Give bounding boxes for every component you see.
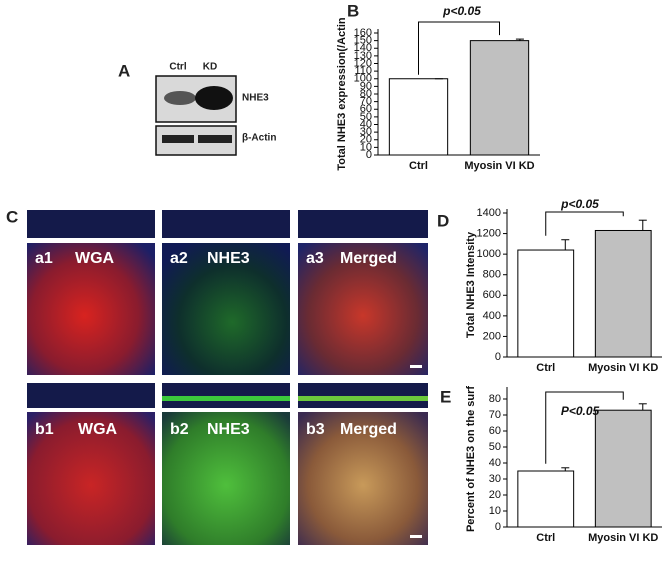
y-tick-label: 200 bbox=[483, 330, 501, 342]
y-tick-label: 50 bbox=[489, 441, 501, 453]
y-tick-label: 80 bbox=[489, 393, 501, 405]
y-tick-label: 10 bbox=[360, 141, 372, 153]
scale-bar bbox=[410, 535, 422, 538]
y-tick-label: 130 bbox=[354, 50, 372, 62]
significance-bracket bbox=[418, 21, 500, 75]
micrographs bbox=[27, 210, 428, 545]
annotation: P<0.05 bbox=[561, 404, 600, 418]
zstack-band bbox=[162, 396, 290, 401]
image-id: a1 bbox=[35, 250, 53, 267]
image-id: a3 bbox=[306, 250, 324, 267]
zstack-band bbox=[298, 396, 428, 401]
y-tick-label: 0 bbox=[495, 351, 501, 363]
image-stain: WGA bbox=[75, 250, 115, 267]
y-tick-label: 60 bbox=[489, 425, 501, 437]
image-stain: Merged bbox=[340, 250, 397, 267]
micrograph bbox=[27, 243, 155, 375]
y-tick-label: 0 bbox=[366, 149, 372, 161]
y-tick-label: 90 bbox=[360, 80, 372, 92]
image-stain: NHE3 bbox=[207, 421, 250, 438]
y-axis-label: Total NHE3 Intensity bbox=[465, 231, 477, 338]
micrograph bbox=[298, 412, 428, 545]
zstack bbox=[27, 383, 155, 408]
bar bbox=[388, 78, 449, 156]
y-tick-label: 80 bbox=[360, 88, 372, 100]
y-tick-label: 70 bbox=[489, 409, 501, 421]
y-tick-label: 400 bbox=[483, 310, 501, 322]
y-tick-label: 100 bbox=[354, 73, 372, 85]
y-tick-label: 160 bbox=[354, 27, 372, 39]
image-stain: NHE3 bbox=[207, 250, 250, 267]
y-tick-label: 40 bbox=[360, 118, 372, 130]
x-tick-label: Ctrl bbox=[536, 362, 555, 374]
significance-bracket bbox=[545, 391, 624, 464]
y-tick-label: 1200 bbox=[477, 227, 501, 239]
y-tick-label: 800 bbox=[483, 269, 501, 281]
x-tick-label: Myosin VI KD bbox=[588, 362, 658, 374]
y-tick-label: 20 bbox=[360, 134, 372, 146]
blot-band bbox=[195, 86, 233, 110]
zstack bbox=[162, 210, 290, 238]
panel-label: D bbox=[437, 211, 449, 230]
panel-label: B bbox=[347, 1, 359, 20]
micrograph bbox=[298, 243, 428, 375]
zstack bbox=[298, 383, 428, 408]
annotation: p<0.05 bbox=[442, 4, 481, 18]
bar bbox=[469, 40, 530, 156]
zstack bbox=[298, 210, 428, 238]
y-tick-label: 1400 bbox=[477, 207, 501, 219]
blot-band bbox=[162, 135, 194, 143]
image-stain: Merged bbox=[340, 421, 397, 438]
y-tick-label: 1000 bbox=[477, 248, 501, 260]
y-tick-label: 10 bbox=[489, 505, 501, 517]
blot-band bbox=[198, 135, 232, 143]
image-id: b2 bbox=[170, 421, 189, 438]
significance-bracket bbox=[545, 211, 624, 236]
image-id: b1 bbox=[35, 421, 54, 438]
y-axis-label: Total NHE3 expression(/Actin bbox=[336, 17, 348, 170]
x-tick-label: Myosin VI KD bbox=[464, 160, 534, 172]
y-tick-label: 30 bbox=[360, 126, 372, 138]
bar bbox=[517, 470, 575, 528]
band-label: β-Actin bbox=[242, 133, 276, 144]
y-tick-label: 40 bbox=[489, 457, 501, 469]
micrograph bbox=[162, 243, 290, 375]
panel-label: C bbox=[6, 207, 18, 226]
y-tick-label: 70 bbox=[360, 96, 372, 108]
bar bbox=[517, 249, 575, 358]
panel-label: E bbox=[440, 387, 451, 406]
y-tick-label: 0 bbox=[495, 521, 501, 533]
scale-bar bbox=[410, 365, 422, 368]
band-label: NHE3 bbox=[242, 93, 269, 104]
zstack bbox=[27, 210, 155, 238]
y-tick-label: 150 bbox=[354, 35, 372, 47]
zstack bbox=[162, 383, 290, 408]
x-tick-label: Ctrl bbox=[536, 532, 555, 544]
y-tick-label: 140 bbox=[354, 42, 372, 54]
annotation: p<0.05 bbox=[560, 197, 599, 211]
y-tick-label: 600 bbox=[483, 289, 501, 301]
y-tick-label: 60 bbox=[360, 103, 372, 115]
image-stain: WGA bbox=[78, 421, 118, 438]
bar bbox=[594, 409, 652, 528]
lane-label: KD bbox=[203, 62, 217, 73]
y-tick-label: 110 bbox=[354, 65, 372, 77]
micrograph bbox=[162, 412, 290, 545]
y-tick-label: 20 bbox=[489, 489, 501, 501]
y-tick-label: 30 bbox=[489, 473, 501, 485]
micrograph bbox=[27, 412, 155, 545]
y-axis-label: Percent of NHE3 on the surf bbox=[465, 386, 477, 532]
panel-label: A bbox=[118, 61, 130, 80]
bar bbox=[594, 229, 652, 358]
y-tick-label: 120 bbox=[354, 57, 372, 69]
image-id: b3 bbox=[306, 421, 325, 438]
blot-band bbox=[164, 91, 196, 105]
lane-label: Ctrl bbox=[169, 62, 186, 73]
y-tick-label: 50 bbox=[360, 111, 372, 123]
x-tick-label: Ctrl bbox=[409, 160, 428, 172]
x-tick-label: Myosin VI KD bbox=[588, 532, 658, 544]
image-id: a2 bbox=[170, 250, 188, 267]
